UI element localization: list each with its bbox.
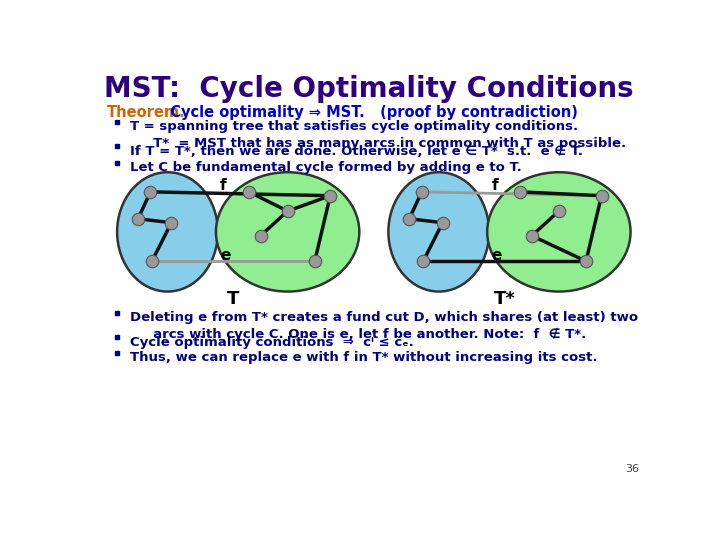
Ellipse shape	[216, 172, 359, 292]
Text: e: e	[220, 248, 230, 264]
Text: f: f	[492, 178, 498, 193]
Text: e: e	[492, 248, 502, 264]
Text: f: f	[220, 178, 227, 193]
Text: If T = T*, then we are done. Otherwise, let e ∈ T*  s.t.  e ∉ T.: If T = T*, then we are done. Otherwise, …	[130, 145, 583, 158]
Ellipse shape	[388, 172, 489, 292]
Text: Let C be fundamental cycle formed by adding e to T.: Let C be fundamental cycle formed by add…	[130, 161, 522, 174]
Text: T*: T*	[494, 289, 516, 308]
Ellipse shape	[487, 172, 631, 292]
Text: T = spanning tree that satisfies cycle optimality conditions.
     T*  = MST tha: T = spanning tree that satisfies cycle o…	[130, 120, 626, 150]
Text: T: T	[228, 289, 240, 308]
Text: Thus, we can replace e with f in T* without increasing its cost.: Thus, we can replace e with f in T* with…	[130, 351, 598, 364]
Text: 36: 36	[625, 464, 639, 475]
Ellipse shape	[117, 172, 218, 292]
Text: Theorem.: Theorem.	[107, 105, 186, 120]
Text: Cycle optimality ⇒ MST.   (proof by contradiction): Cycle optimality ⇒ MST. (proof by contra…	[160, 105, 577, 120]
Text: MST:  Cycle Optimality Conditions: MST: Cycle Optimality Conditions	[104, 75, 634, 103]
Text: Deleting e from T* creates a fund cut D, which shares (at least) two
     arcs w: Deleting e from T* creates a fund cut D,…	[130, 311, 639, 341]
Text: Cycle optimality conditions  ⇒  cⁱ ≤ cₑ.: Cycle optimality conditions ⇒ cⁱ ≤ cₑ.	[130, 336, 414, 349]
